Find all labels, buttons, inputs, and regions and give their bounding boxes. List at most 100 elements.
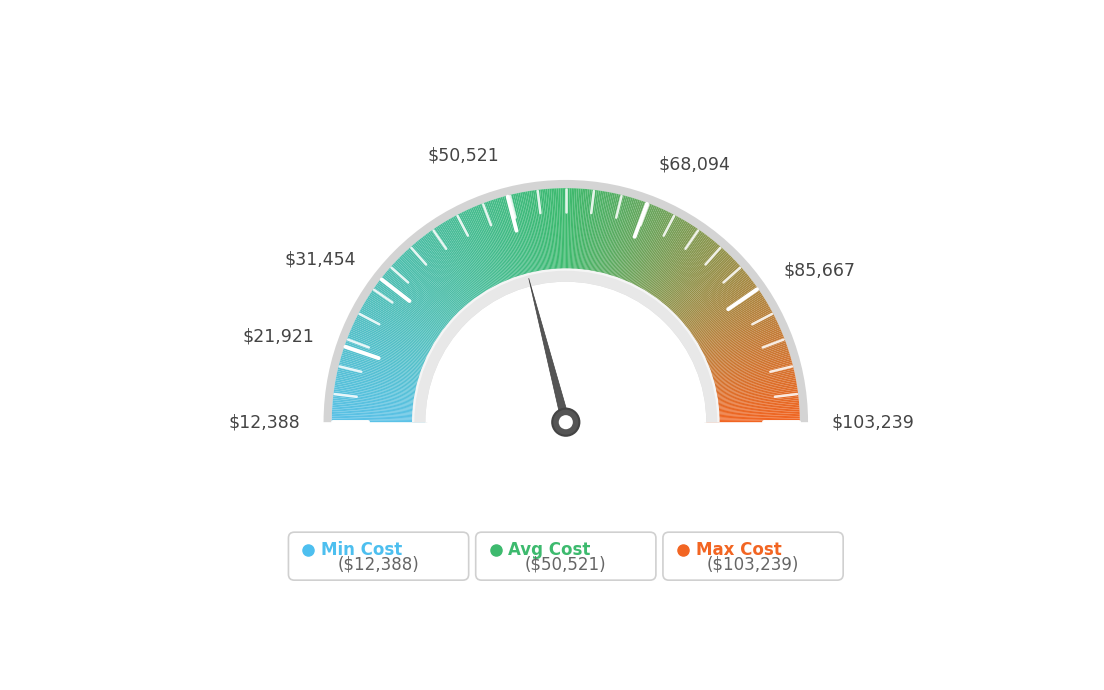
Wedge shape: [644, 228, 698, 306]
Wedge shape: [396, 259, 465, 325]
Wedge shape: [681, 289, 760, 343]
Wedge shape: [580, 189, 592, 283]
Wedge shape: [703, 375, 795, 395]
Wedge shape: [676, 276, 750, 335]
Wedge shape: [651, 237, 711, 312]
Wedge shape: [659, 248, 723, 318]
Wedge shape: [369, 294, 448, 346]
Wedge shape: [705, 400, 799, 410]
Wedge shape: [707, 419, 799, 421]
Wedge shape: [702, 369, 794, 391]
Wedge shape: [682, 290, 761, 344]
Wedge shape: [700, 352, 789, 381]
Wedge shape: [679, 283, 755, 339]
Wedge shape: [423, 236, 480, 311]
Wedge shape: [332, 413, 425, 417]
Wedge shape: [694, 329, 782, 367]
Text: ($12,388): ($12,388): [338, 555, 420, 573]
Text: $68,094: $68,094: [658, 155, 730, 173]
Wedge shape: [500, 197, 528, 287]
Wedge shape: [332, 402, 426, 411]
Wedge shape: [601, 195, 626, 286]
Wedge shape: [670, 265, 740, 328]
FancyBboxPatch shape: [288, 532, 469, 580]
Wedge shape: [497, 198, 526, 288]
Text: $21,921: $21,921: [243, 327, 315, 345]
Wedge shape: [490, 200, 521, 289]
Wedge shape: [668, 261, 736, 326]
Wedge shape: [611, 200, 641, 289]
Wedge shape: [332, 398, 426, 409]
Wedge shape: [402, 254, 468, 322]
Wedge shape: [705, 397, 798, 408]
Wedge shape: [414, 243, 476, 315]
Wedge shape: [463, 211, 505, 296]
Wedge shape: [591, 192, 609, 284]
Wedge shape: [424, 235, 481, 310]
Wedge shape: [428, 232, 485, 308]
Wedge shape: [449, 218, 497, 300]
Wedge shape: [693, 324, 779, 364]
Wedge shape: [357, 316, 440, 359]
Wedge shape: [620, 206, 659, 293]
Wedge shape: [425, 282, 707, 422]
Wedge shape: [604, 197, 631, 287]
Wedge shape: [672, 270, 745, 332]
Wedge shape: [466, 210, 507, 295]
Wedge shape: [657, 244, 719, 316]
Wedge shape: [332, 419, 425, 421]
Wedge shape: [665, 255, 731, 323]
Wedge shape: [619, 206, 657, 293]
Wedge shape: [607, 199, 636, 288]
Wedge shape: [514, 193, 537, 285]
Wedge shape: [505, 196, 530, 287]
Wedge shape: [332, 400, 426, 410]
Wedge shape: [691, 316, 775, 359]
Wedge shape: [614, 202, 647, 290]
Wedge shape: [397, 258, 466, 324]
Wedge shape: [427, 233, 484, 309]
Wedge shape: [335, 382, 427, 399]
Wedge shape: [332, 404, 426, 412]
Wedge shape: [485, 202, 518, 290]
Wedge shape: [544, 189, 554, 282]
Wedge shape: [389, 268, 460, 330]
Wedge shape: [358, 313, 442, 357]
Wedge shape: [415, 241, 476, 315]
Wedge shape: [491, 199, 522, 289]
Text: $85,667: $85,667: [784, 262, 856, 279]
Wedge shape: [520, 193, 540, 284]
Wedge shape: [707, 413, 799, 417]
Wedge shape: [448, 219, 496, 301]
Wedge shape: [481, 204, 517, 291]
Wedge shape: [627, 212, 670, 297]
Wedge shape: [582, 190, 595, 283]
Wedge shape: [413, 269, 719, 422]
Wedge shape: [363, 303, 445, 352]
Wedge shape: [354, 321, 439, 362]
Wedge shape: [703, 378, 796, 397]
Wedge shape: [352, 326, 438, 366]
Wedge shape: [690, 313, 774, 357]
Wedge shape: [618, 205, 656, 293]
Wedge shape: [461, 212, 505, 297]
Wedge shape: [479, 204, 516, 292]
Wedge shape: [358, 314, 442, 358]
Wedge shape: [627, 211, 669, 296]
Wedge shape: [484, 203, 517, 290]
Wedge shape: [707, 411, 799, 417]
Wedge shape: [703, 377, 796, 396]
Wedge shape: [599, 195, 624, 286]
Text: ($103,239): ($103,239): [707, 555, 799, 573]
Wedge shape: [562, 188, 565, 282]
Polygon shape: [323, 424, 808, 434]
Wedge shape: [581, 190, 593, 283]
Wedge shape: [404, 252, 469, 321]
Wedge shape: [694, 328, 781, 366]
Text: Max Cost: Max Cost: [696, 541, 782, 559]
Wedge shape: [699, 348, 788, 379]
Wedge shape: [332, 417, 425, 420]
Wedge shape: [703, 373, 795, 394]
Wedge shape: [660, 249, 724, 319]
Text: $50,521: $50,521: [427, 147, 499, 165]
